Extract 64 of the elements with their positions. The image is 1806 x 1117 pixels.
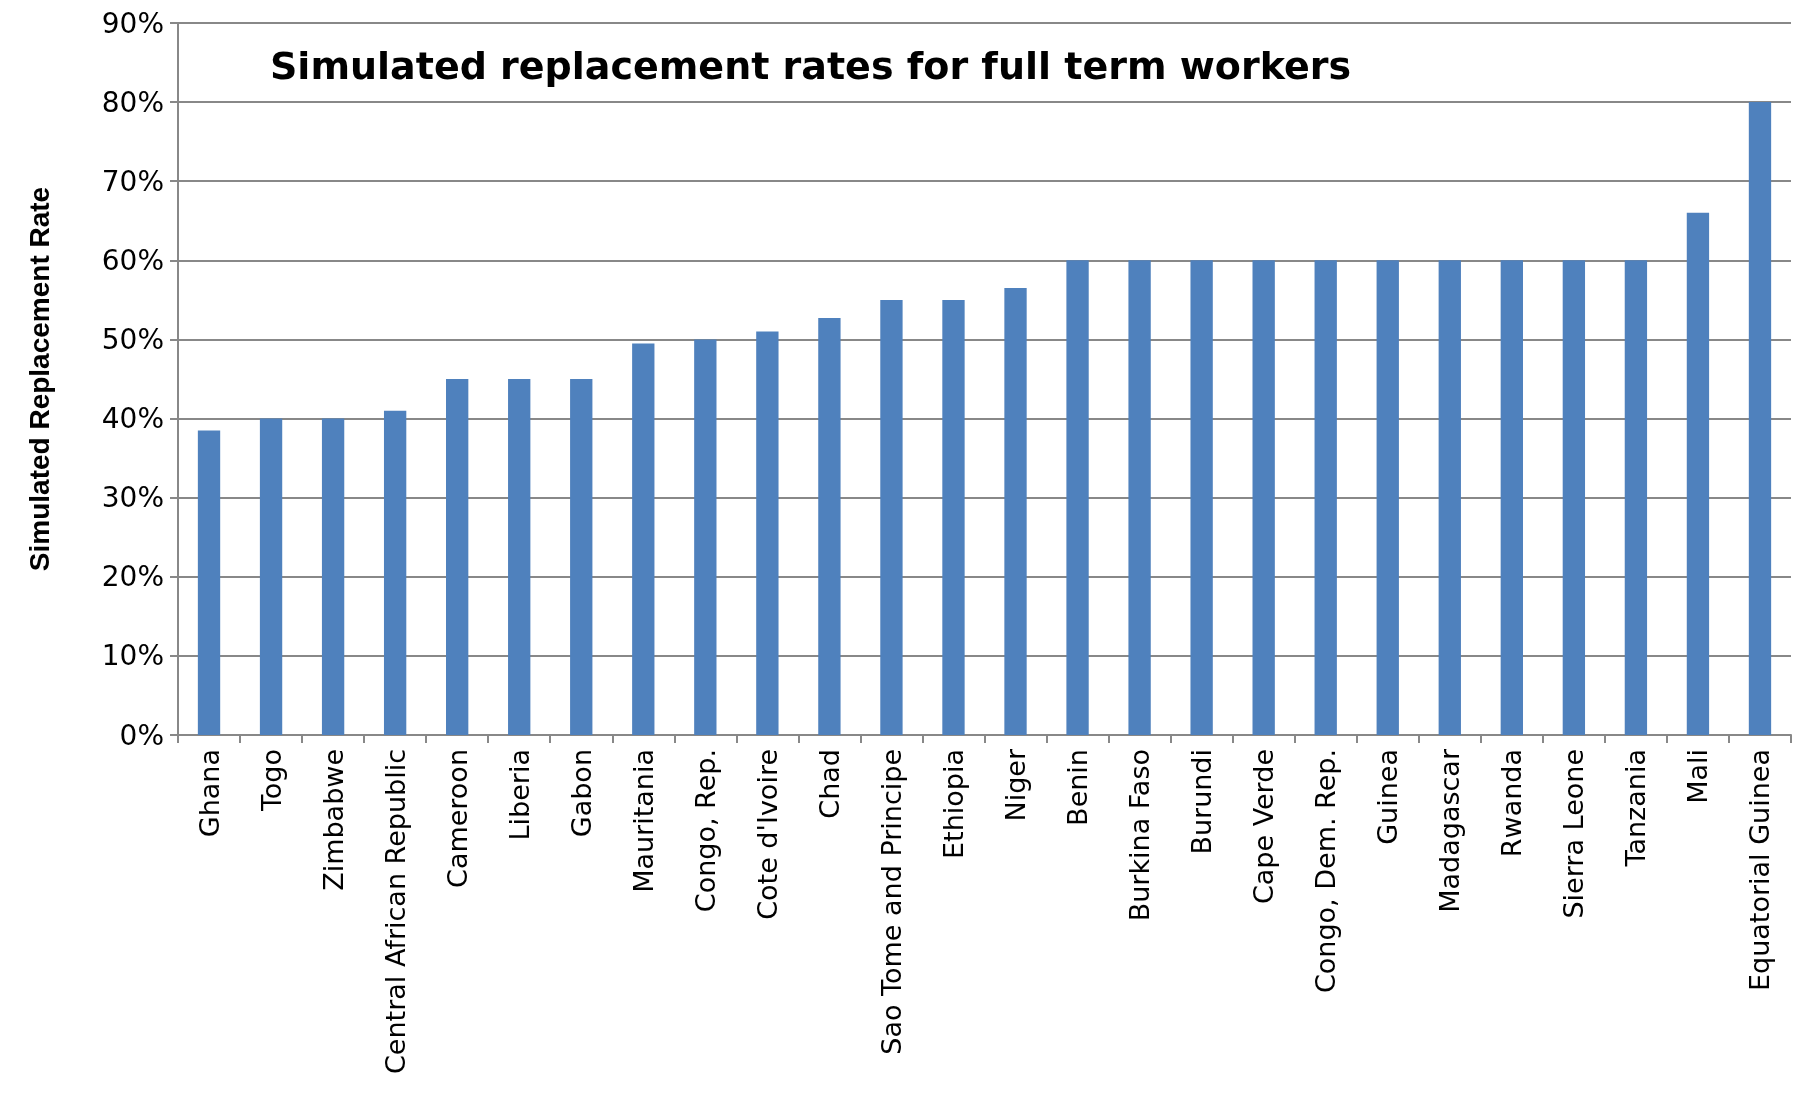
bar: [383, 410, 407, 735]
bar: [1314, 260, 1337, 735]
x-tick-label: Togo: [255, 749, 287, 813]
y-tick-label: 50%: [101, 322, 164, 356]
x-tick-label: Congo, Dem. Rep.: [1310, 749, 1342, 994]
y-tick-label: 90%: [101, 6, 164, 40]
x-tick-label: Mali: [1682, 749, 1714, 804]
x-tick-label: Niger: [1000, 748, 1032, 822]
x-tick-label: Cote d'Ivoire: [751, 749, 783, 920]
bar: [756, 331, 779, 735]
x-tick-label: Sierra Leone: [1558, 749, 1590, 919]
x-tick-label: Burundi: [1186, 749, 1218, 855]
bar: [570, 379, 593, 735]
x-tick-label: Burkina Faso: [1124, 749, 1156, 922]
bar: [1190, 260, 1213, 735]
bar: [1004, 288, 1027, 735]
bar: [197, 430, 221, 735]
y-tick-label: 10%: [101, 639, 164, 673]
bar: [321, 418, 345, 735]
y-tick-label: 80%: [101, 85, 164, 119]
x-tick-label: Cape Verde: [1248, 749, 1280, 905]
bar: [632, 343, 655, 735]
x-tick-label: Congo, Rep.: [689, 749, 721, 913]
bar: [446, 379, 469, 735]
bar: [1376, 260, 1399, 735]
x-tick-label: Guinea: [1372, 749, 1404, 845]
bar: [1252, 260, 1275, 735]
bar: [508, 379, 531, 735]
x-tick-label: Zimbabwe: [317, 749, 349, 891]
x-tick-label: Cameroon: [441, 749, 473, 888]
x-tick-label: Central African Republic: [379, 749, 411, 1074]
y-tick-label: 70%: [101, 164, 164, 198]
y-tick-label: 40%: [101, 402, 164, 436]
bar: [880, 299, 903, 735]
bar: [1624, 260, 1648, 735]
x-tick-label: Liberia: [503, 749, 535, 841]
x-tick-label: Equatorial Guinea: [1744, 749, 1776, 991]
bar: [1562, 260, 1586, 735]
bar: [1500, 260, 1523, 735]
y-tick-label: 20%: [101, 560, 164, 594]
bar: [942, 299, 965, 735]
x-tick-label: Mauritania: [627, 749, 659, 893]
x-tick-label: Sao Tome and Principe: [875, 749, 907, 1055]
x-tick-label: Rwanda: [1496, 749, 1528, 858]
bar: [1748, 102, 1772, 735]
x-tick-label: Benin: [1062, 749, 1094, 826]
bar: [1438, 260, 1461, 735]
x-tick-label: Tanzania: [1620, 749, 1652, 868]
y-tick-label: 30%: [101, 481, 164, 515]
x-tick-label: Madagascar: [1434, 748, 1466, 913]
x-tick-label: Chad: [813, 749, 845, 819]
x-tick-label: Ethiopia: [937, 749, 969, 859]
y-tick-label: 60%: [101, 243, 164, 277]
bar: [694, 339, 717, 735]
y-tick-label: 0%: [119, 718, 164, 752]
text: Simulated replacement rates for full term workers: [270, 44, 1352, 88]
bar: [259, 418, 283, 735]
x-tick-label: Gabon: [565, 749, 597, 838]
bar: [1686, 212, 1710, 735]
bar: [1128, 260, 1151, 735]
x-tick-label: Ghana: [193, 749, 225, 838]
bar: [1066, 260, 1089, 735]
y-axis-title: Simulated Replacement Rate: [23, 186, 55, 572]
bar: [818, 318, 841, 735]
